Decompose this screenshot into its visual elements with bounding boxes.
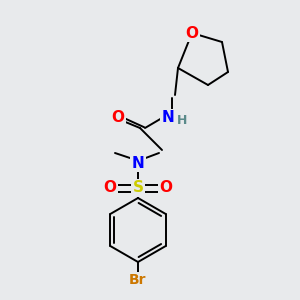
Text: S: S: [133, 181, 143, 196]
Text: N: N: [162, 110, 174, 125]
Text: O: O: [112, 110, 124, 125]
Text: N: N: [132, 155, 144, 170]
Text: O: O: [185, 26, 199, 40]
Text: O: O: [160, 181, 172, 196]
Text: Br: Br: [129, 273, 147, 287]
Text: H: H: [177, 113, 187, 127]
Text: O: O: [103, 181, 116, 196]
